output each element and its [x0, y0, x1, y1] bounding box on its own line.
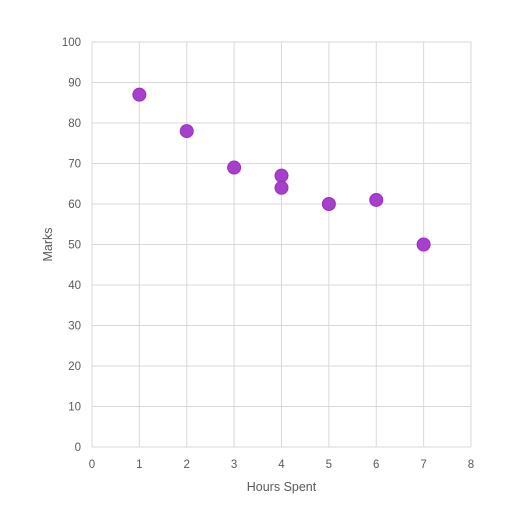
data-point: [274, 168, 289, 183]
x-tick-label: 8: [468, 459, 474, 471]
x-tick-label: 4: [278, 459, 285, 471]
y-tick-label: 70: [68, 159, 81, 171]
y-tick-label: 100: [62, 37, 81, 49]
x-tick-label: 3: [231, 459, 237, 471]
y-tick-label: 50: [68, 240, 81, 252]
x-tick-label: 7: [420, 459, 426, 471]
x-tick-label: 6: [373, 459, 379, 471]
tick-labels: 0 10 20 30 40 50 60 70 80 90 100 0 1 2 3 4 5 6 7 8: [62, 37, 474, 471]
y-tick-label: 60: [68, 199, 81, 211]
x-tick-label: 5: [326, 459, 332, 471]
y-tick-label: 20: [68, 361, 81, 373]
data-point: [227, 160, 242, 175]
data-point: [369, 192, 384, 207]
x-tick-label: 0: [89, 459, 95, 471]
y-tick-label: 90: [68, 78, 81, 90]
x-tick-label: 2: [184, 459, 190, 471]
gridlines: [91, 41, 472, 448]
x-tick-label: 1: [136, 459, 142, 471]
y-axis-label: Marks: [41, 227, 55, 261]
y-tick-label: 80: [68, 118, 81, 130]
data-point: [416, 237, 431, 252]
y-tick-label: 10: [68, 402, 81, 414]
data-point: [179, 124, 194, 139]
x-axis-label: Hours Spent: [247, 480, 317, 494]
data-point: [274, 180, 289, 195]
y-tick-label: 40: [68, 280, 81, 292]
data-points: [132, 87, 431, 252]
data-point: [132, 87, 147, 102]
y-tick-label: 0: [75, 442, 81, 454]
data-point: [321, 197, 336, 211]
y-tick-label: 30: [68, 321, 81, 333]
